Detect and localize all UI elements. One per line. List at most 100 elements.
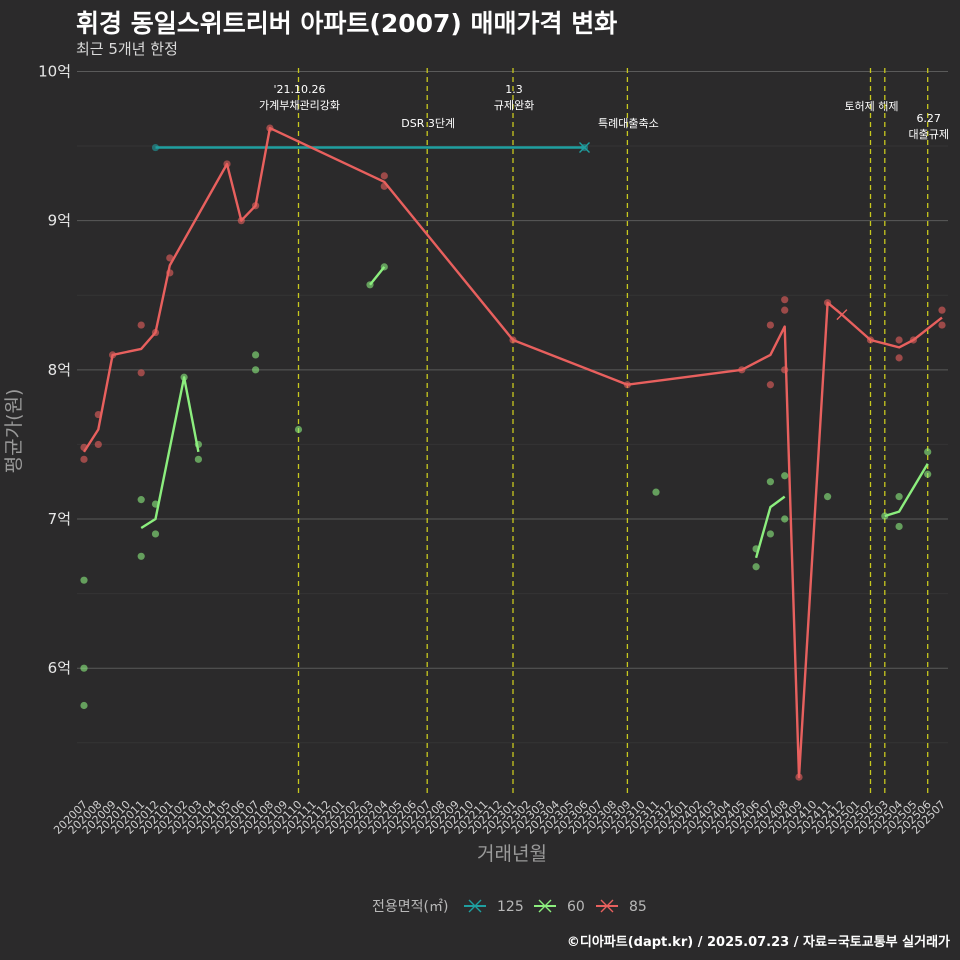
event-annotation: 1.3 (505, 83, 523, 96)
data-point-60 (824, 493, 832, 501)
data-point-85 (766, 321, 775, 329)
x-axis-title: 거래년월 (477, 843, 547, 865)
data-point-85 (380, 172, 388, 180)
data-point-60 (180, 373, 188, 381)
data-point-85 (266, 124, 274, 132)
series-125 (151, 142, 590, 154)
data-point-60 (252, 351, 260, 359)
series-line-60 (884, 463, 929, 518)
event-annotation: 특례대출축소 (598, 117, 659, 130)
data-point-85 (380, 182, 388, 190)
data-point-60 (151, 530, 160, 538)
data-point-60 (294, 425, 303, 434)
data-point-85 (509, 336, 517, 344)
y-tick-label: 9억 (48, 212, 71, 230)
data-point-60 (752, 563, 760, 571)
data-point-85 (766, 381, 775, 389)
data-point-85 (781, 296, 789, 304)
data-point-85 (781, 366, 789, 374)
data-point-85 (895, 354, 903, 362)
legend-key-marker (538, 899, 552, 913)
data-point-60 (881, 512, 889, 520)
data-point-60 (380, 263, 388, 271)
data-point-85 (938, 306, 946, 314)
data-point-60 (766, 530, 775, 538)
data-point-60 (895, 522, 903, 531)
data-point-60 (924, 470, 932, 478)
data-point-60 (151, 500, 160, 508)
data-point-60 (766, 478, 775, 486)
data-point-125 (151, 143, 160, 152)
event-annotation: '21.10.26 (273, 83, 325, 96)
data-point-85 (94, 440, 102, 449)
series-60 (80, 263, 932, 710)
data-point-60 (252, 366, 260, 374)
data-point-85 (895, 336, 903, 344)
data-point-85 (795, 773, 803, 781)
y-axis-title: 평균가(원) (3, 389, 25, 474)
series-line-60 (754, 495, 786, 559)
data-point-85 (866, 336, 875, 344)
data-point-85 (166, 254, 174, 262)
data-point-60 (194, 455, 202, 463)
series-line-60 (140, 376, 200, 530)
event-annotation: 가계부채관리강화 (259, 99, 340, 112)
series-line-60 (369, 266, 386, 286)
chart-subtitle: 최근 5개년 한정 (76, 40, 178, 58)
event-annotation: 토허제 해제 (844, 99, 898, 113)
y-tick-label: 6억 (48, 659, 71, 677)
data-point-85 (909, 336, 918, 344)
data-point-85 (237, 217, 245, 225)
data-point-60 (80, 664, 88, 672)
event-annotation: DSR 3단계 (401, 117, 455, 130)
data-point-85 (738, 366, 746, 374)
data-point-85 (623, 381, 632, 389)
data-point-60 (895, 493, 903, 501)
data-point-85 (80, 455, 88, 463)
legend-label-60: 60 (567, 899, 585, 915)
y-tick-label: 8억 (48, 361, 71, 379)
y-tick-labels: 6억 7억 8억 9억 10억 (38, 62, 71, 677)
data-point-85 (151, 328, 160, 337)
y-tick-label: 10억 (38, 62, 71, 80)
data-point-60 (781, 472, 789, 480)
data-point-85 (252, 202, 260, 210)
data-point-60 (137, 496, 145, 504)
legend-key-marker (468, 899, 482, 913)
data-point-85 (94, 410, 102, 419)
series-85 (80, 124, 946, 781)
source-caption: ©디아파트(dapt.kr) / 2025.07.23 / 자료=국토교통부 실… (566, 935, 950, 950)
data-point-60 (194, 440, 202, 449)
grid-layer (77, 70, 948, 744)
data-point-85 (938, 321, 946, 329)
data-point-60 (80, 576, 88, 584)
series-layer (80, 124, 946, 781)
cancelled-marker-125 (579, 142, 590, 154)
data-point-60 (924, 448, 932, 456)
data-point-85 (824, 299, 832, 307)
data-point-60 (366, 281, 374, 289)
data-point-60 (80, 701, 88, 710)
data-point-60 (652, 488, 660, 496)
legend-label-85: 85 (629, 899, 647, 915)
legend: 전용면적(㎡) 125 60 85 (372, 899, 647, 915)
data-point-85 (137, 321, 145, 329)
chart-title: 휘경 동일스위트리버 아파트(2007) 매매가격 변화 (76, 9, 618, 38)
data-point-60 (137, 552, 145, 560)
data-point-60 (781, 515, 789, 523)
y-tick-label: 7억 (48, 510, 71, 528)
event-annotation: 6.27 (916, 112, 941, 125)
data-point-85 (109, 351, 117, 359)
legend-label-125: 125 (497, 899, 524, 915)
data-point-60 (752, 545, 760, 553)
legend-title: 전용면적(㎡) (372, 899, 448, 915)
data-point-85 (137, 369, 145, 377)
data-point-85 (80, 443, 88, 452)
data-point-85 (781, 306, 789, 314)
legend-key-marker (600, 899, 614, 913)
x-tick-labels: 2020072020082020092020102020112020122021… (51, 798, 948, 837)
data-point-85 (223, 160, 231, 168)
data-point-85 (166, 269, 174, 277)
